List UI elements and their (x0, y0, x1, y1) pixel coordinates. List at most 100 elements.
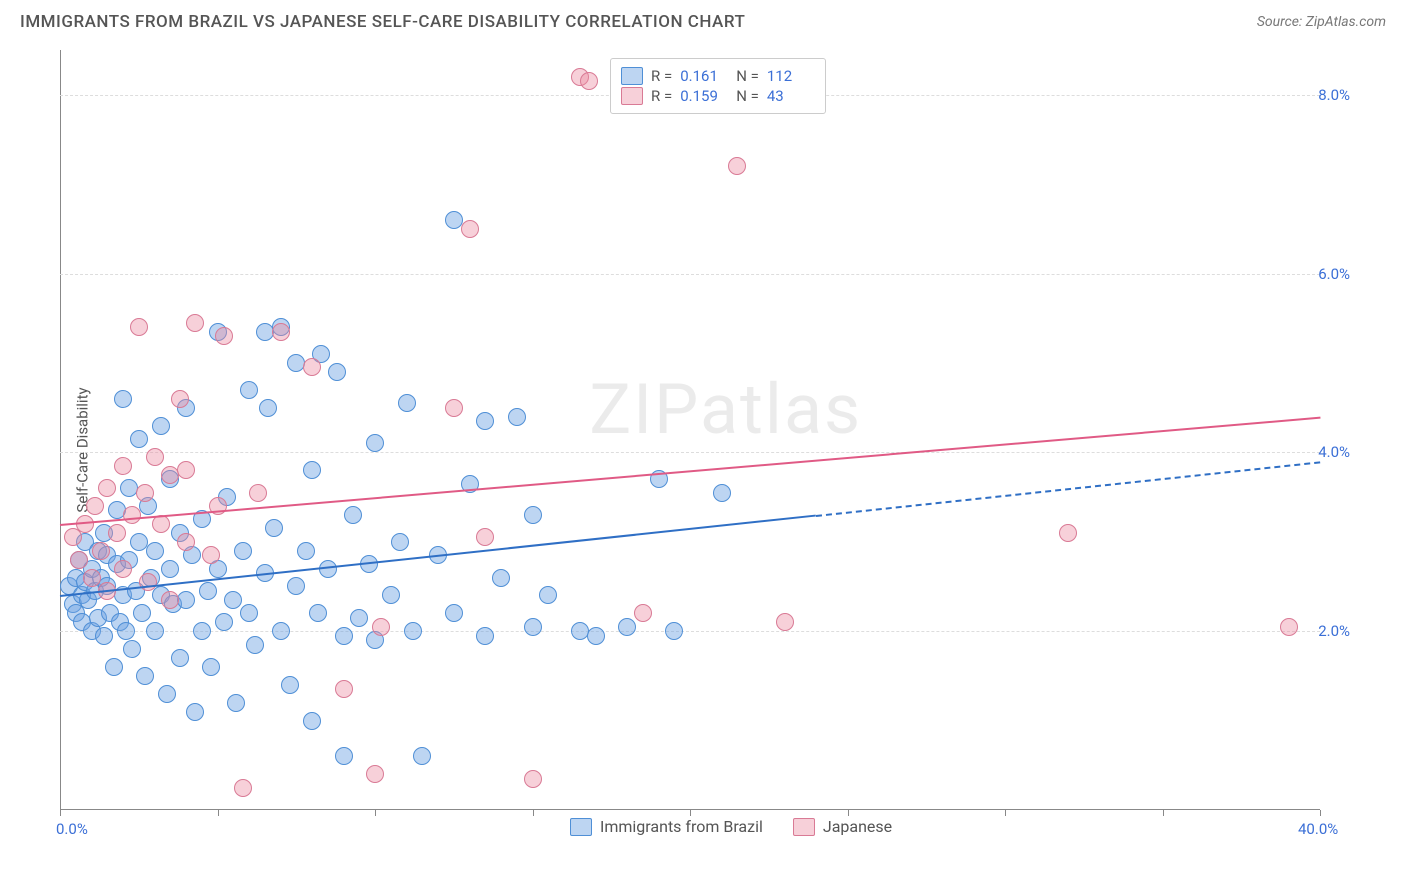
data-point-brazil (524, 506, 542, 524)
gridline (60, 452, 1320, 453)
series-legend-item-brazil: Immigrants from Brazil (570, 817, 763, 836)
data-point-brazil (240, 381, 258, 399)
trend-line (60, 417, 1320, 526)
data-point-brazil (240, 604, 258, 622)
x-tick (690, 810, 691, 816)
data-point-brazil (328, 363, 346, 381)
data-point-brazil (350, 609, 368, 627)
data-point-brazil (524, 618, 542, 636)
data-point-brazil (117, 622, 135, 640)
data-point-brazil (476, 412, 494, 430)
x-tick (1320, 810, 1321, 816)
data-point-brazil (335, 627, 353, 645)
data-point-brazil (215, 613, 233, 631)
data-point-japanese (776, 613, 794, 631)
data-point-japanese (272, 323, 290, 341)
data-point-brazil (234, 542, 252, 560)
data-point-brazil (105, 658, 123, 676)
data-point-brazil (398, 394, 416, 412)
data-point-brazil (618, 618, 636, 636)
data-point-brazil (130, 430, 148, 448)
y-tick-label: 8.0% (1318, 86, 1350, 104)
data-point-japanese (98, 479, 116, 497)
data-point-japanese (177, 533, 195, 551)
data-point-brazil (476, 627, 494, 645)
data-point-brazil (303, 461, 321, 479)
data-point-japanese (146, 448, 164, 466)
data-point-brazil (177, 591, 195, 609)
data-point-brazil (404, 622, 422, 640)
legend-swatch (621, 67, 643, 85)
chart-container: Self-Care Disability ZIPatlas 2.0%4.0%6.… (50, 50, 1390, 850)
x-tick (1005, 810, 1006, 816)
data-point-japanese (461, 220, 479, 238)
data-point-japanese (476, 528, 494, 546)
data-point-brazil (587, 627, 605, 645)
watermark: ZIPatlas (589, 369, 862, 451)
chart-title: IMMIGRANTS FROM BRAZIL VS JAPANESE SELF-… (20, 12, 745, 32)
data-point-brazil (224, 591, 242, 609)
data-point-japanese (136, 484, 154, 502)
data-point-brazil (344, 506, 362, 524)
data-point-japanese (249, 484, 267, 502)
correlation-legend-row-brazil: R = 0.161N = 112 (621, 67, 815, 85)
data-point-brazil (445, 604, 463, 622)
data-point-brazil (287, 577, 305, 595)
data-point-japanese (171, 390, 189, 408)
data-point-brazil (413, 747, 431, 765)
y-tick-label: 2.0% (1318, 622, 1350, 640)
series-legend: Immigrants from BrazilJapanese (570, 817, 892, 836)
data-point-japanese (1059, 524, 1077, 542)
data-point-brazil (297, 542, 315, 560)
data-point-brazil (265, 519, 283, 537)
data-point-japanese (234, 779, 252, 797)
data-point-japanese (1280, 618, 1298, 636)
x-tick (848, 810, 849, 816)
data-point-brazil (161, 560, 179, 578)
data-point-japanese (524, 770, 542, 788)
data-point-japanese (303, 358, 321, 376)
x-tick (60, 810, 61, 816)
data-point-japanese (580, 72, 598, 90)
data-point-brazil (123, 640, 141, 658)
data-point-japanese (161, 591, 179, 609)
data-point-brazil (665, 622, 683, 640)
data-point-japanese (177, 461, 195, 479)
x-tick (1163, 810, 1164, 816)
legend-swatch (570, 818, 592, 836)
data-point-brazil (227, 694, 245, 712)
data-point-brazil (272, 622, 290, 640)
data-point-brazil (158, 685, 176, 703)
x-max-label: 40.0% (1298, 820, 1338, 838)
gridline (60, 631, 1320, 632)
data-point-brazil (303, 712, 321, 730)
data-point-brazil (146, 542, 164, 560)
data-point-brazil (136, 667, 154, 685)
data-point-brazil (152, 417, 170, 435)
gridline (60, 274, 1320, 275)
data-point-japanese (366, 765, 384, 783)
data-point-brazil (508, 408, 526, 426)
correlation-legend: R = 0.161N = 112R = 0.159N = 43 (610, 58, 826, 114)
data-point-brazil (366, 434, 384, 452)
data-point-brazil (539, 586, 557, 604)
data-point-brazil (171, 649, 189, 667)
data-point-japanese (445, 399, 463, 417)
data-point-brazil (186, 703, 204, 721)
trend-line-dashed (816, 461, 1320, 517)
data-point-brazil (202, 658, 220, 676)
y-axis (60, 50, 61, 810)
legend-swatch (793, 818, 815, 836)
x-tick (375, 810, 376, 816)
data-point-japanese (372, 618, 390, 636)
data-point-brazil (281, 676, 299, 694)
data-point-japanese (83, 569, 101, 587)
data-point-japanese (215, 327, 233, 345)
x-tick (533, 810, 534, 816)
data-point-brazil (133, 604, 151, 622)
data-point-japanese (634, 604, 652, 622)
data-point-brazil (382, 586, 400, 604)
series-legend-label: Immigrants from Brazil (600, 817, 763, 836)
legend-swatch (621, 87, 643, 105)
y-tick-label: 6.0% (1318, 265, 1350, 283)
